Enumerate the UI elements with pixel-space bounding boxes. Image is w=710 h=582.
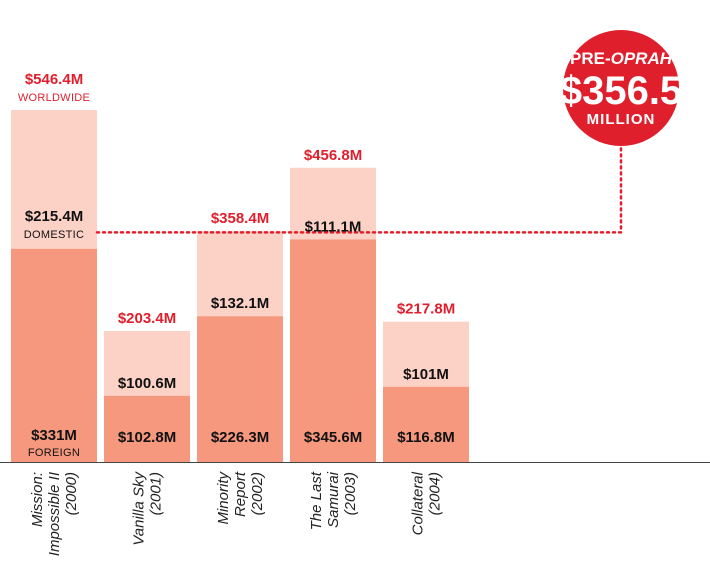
worldwide-label: WORLDWIDE xyxy=(18,92,90,104)
labels-layer: $546.4M WORLDWIDE $215.4M DOMESTIC $331M FORE… xyxy=(18,71,455,459)
foreign-label-3: $345.6M xyxy=(304,429,362,446)
x-tick-label-3-line-0: The Last xyxy=(308,471,325,530)
bar-foreign-0 xyxy=(11,248,97,462)
x-tick-label-0-line-2: (2000) xyxy=(63,472,80,515)
badge-top-label: PRE-OPRAH xyxy=(570,49,673,68)
foreign-label-0: $331M xyxy=(31,427,77,444)
foreign-label-2: $226.3M xyxy=(211,429,269,446)
x-tick-label-1: Vanilla Sky (2001) xyxy=(131,471,165,546)
badge-top-emph: OPRAH xyxy=(611,49,673,68)
x-tick-label-3-line-1: Samurai xyxy=(325,471,342,528)
bar-domestic-4 xyxy=(383,321,469,387)
bars-layer xyxy=(11,110,469,462)
total-label-4: $217.8M xyxy=(397,301,455,318)
total-label-0: $546.4M xyxy=(25,71,83,88)
x-tick-label-3-line-2: (2003) xyxy=(342,472,359,515)
bar-domestic-0 xyxy=(11,110,97,249)
badge-unit: MILLION xyxy=(587,111,656,128)
foreign-label-1: $102.8M xyxy=(118,429,176,446)
x-tick-label-2-line-2: (2002) xyxy=(249,472,266,515)
badge-top-prefix: PRE- xyxy=(570,49,611,68)
x-tick-label-2: Minority Report (2002) xyxy=(215,471,266,525)
foreign-label-4: $116.8M xyxy=(397,429,455,446)
x-tick-label-0-line-1: Impossible II xyxy=(46,472,63,556)
bar-foreign-4 xyxy=(383,386,469,462)
x-tick-label-1-line-1: (2001) xyxy=(148,472,165,515)
total-label-2: $358.4M xyxy=(211,210,269,227)
x-tick-label-2-line-1: Report xyxy=(232,471,249,517)
total-label-3: $456.8M xyxy=(304,147,362,164)
x-tick-label-0-line-0: Mission: xyxy=(29,472,46,527)
bar-foreign-3 xyxy=(290,239,376,462)
x-tick-label-4-line-1: (2004) xyxy=(427,472,444,515)
bar-domestic-1 xyxy=(104,330,190,396)
x-tick-label-4: Collateral (2004) xyxy=(410,471,444,535)
total-label-1: $203.4M xyxy=(118,310,176,327)
x-tick-label-2-line-0: Minority xyxy=(215,471,232,525)
domestic-label-1: $100.6M xyxy=(118,375,176,392)
reference-line-layer xyxy=(95,144,623,234)
pre-oprah-reference-line xyxy=(95,144,623,234)
bar-foreign-1 xyxy=(104,395,190,462)
bar-domestic-3 xyxy=(290,167,376,240)
pre-oprah-badge: PRE-OPRAH $356.5 MILLION xyxy=(560,30,682,146)
badge-value: $356.5 xyxy=(560,69,682,113)
bar-foreign-2 xyxy=(197,316,283,462)
domestic-label-2: $132.1M xyxy=(211,295,269,312)
domestic-label-4: $101M xyxy=(403,366,449,383)
bar-domestic-2 xyxy=(197,231,283,317)
foreign-series-label: FOREIGN xyxy=(28,447,80,459)
x-tick-labels-layer: Mission: Impossible II (2000) Vanilla Sky (2… xyxy=(29,471,444,557)
x-tick-label-3: The Last Samurai (2003) xyxy=(308,471,359,530)
x-tick-label-1-line-0: Vanilla Sky xyxy=(131,471,148,546)
domestic-series-label: DOMESTIC xyxy=(24,229,84,241)
domestic-label-0: $215.4M xyxy=(25,208,83,225)
domestic-label-3: $111.1M xyxy=(305,218,362,235)
badge-circle xyxy=(563,30,679,146)
x-tick-label-0: Mission: Impossible II (2000) xyxy=(29,472,80,556)
x-tick-label-4-line-0: Collateral xyxy=(410,471,427,535)
